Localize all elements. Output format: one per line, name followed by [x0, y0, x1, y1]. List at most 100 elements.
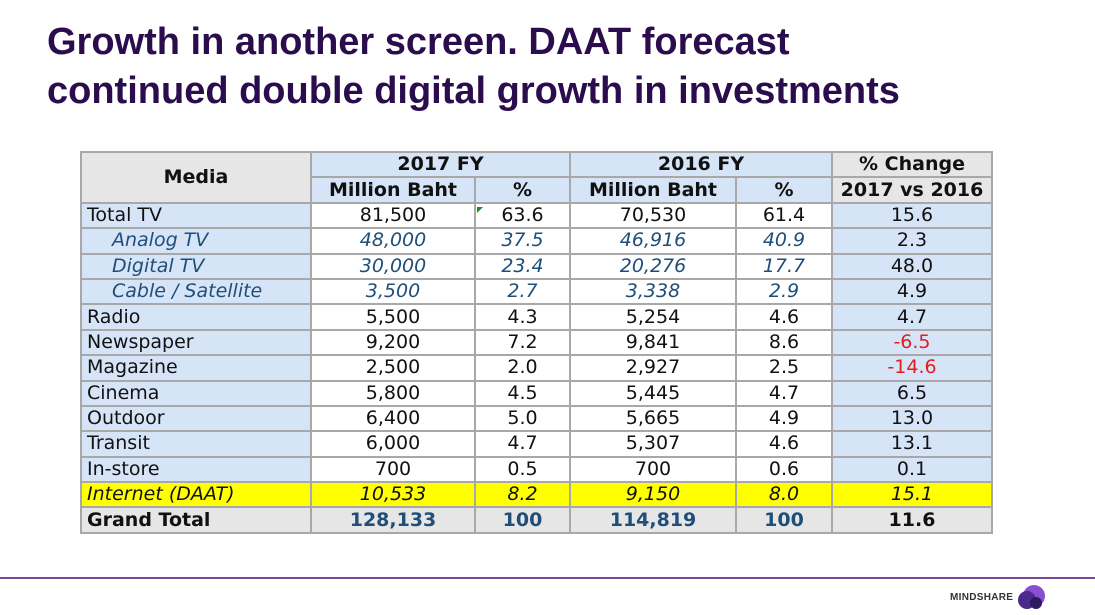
pct-2017: 4.3 [474, 303, 571, 331]
pct-2016: 8.0 [735, 481, 833, 509]
header-change-line-2: 2017 vs 2016 [831, 176, 993, 204]
media-name: Radio [80, 303, 312, 331]
value-2016: 700 [569, 455, 737, 484]
pct-2016: 61.4 [735, 201, 833, 230]
header-2016-million-baht: Million Baht [569, 176, 737, 204]
table-row: Total TV 81,500 63.6 70,530 61.4 15.6 [80, 201, 993, 230]
media-spend-table: Media 2017 FY 2016 FY % Change Million B… [80, 150, 993, 534]
pct-2017: 100 [474, 506, 571, 534]
pct-2016: 0.6 [735, 455, 833, 484]
pct-2016: 100 [735, 506, 833, 534]
pct-2017: 63.6 [474, 201, 571, 230]
header-change-line-1: % Change [831, 150, 993, 179]
value-2017: 10,533 [310, 481, 476, 509]
pct-change: -6.5 [831, 328, 993, 357]
pct-2017: 4.5 [474, 379, 571, 407]
media-name: Newspaper [80, 328, 312, 357]
pct-change: 2.3 [831, 227, 993, 255]
table-row: Radio 5,500 4.3 5,254 4.6 4.7 [80, 303, 993, 331]
pct-2016: 8.6 [735, 328, 833, 357]
pct-2017: 2.7 [474, 277, 571, 306]
table-row: Digital TV 30,000 23.4 20,276 17.7 48.0 [80, 252, 993, 280]
pct-2016: 4.9 [735, 404, 833, 433]
value-2017: 9,200 [310, 328, 476, 357]
value-2016: 2,927 [569, 354, 737, 382]
pct-change: 6.5 [831, 379, 993, 407]
pct-2016: 40.9 [735, 227, 833, 255]
media-name: Transit [80, 430, 312, 458]
value-2017: 30,000 [310, 252, 476, 280]
table-row-total: Grand Total 128,133 100 114,819 100 11.6 [80, 506, 993, 534]
table-row-highlighted: Internet (DAAT) 10,533 8.2 9,150 8.0 15.… [80, 481, 993, 509]
value-2016: 5,307 [569, 430, 737, 458]
table-row: Newspaper 9,200 7.2 9,841 8.6 -6.5 [80, 328, 993, 357]
footer-divider [0, 577, 1095, 579]
table-row: Analog TV 48,000 37.5 46,916 40.9 2.3 [80, 227, 993, 255]
value-2016: 9,841 [569, 328, 737, 357]
value-2016: 3,338 [569, 277, 737, 306]
table-row: Cinema 5,800 4.5 5,445 4.7 6.5 [80, 379, 993, 407]
pct-2016: 2.9 [735, 277, 833, 306]
pct-2017: 5.0 [474, 404, 571, 433]
pct-change: 13.1 [831, 430, 993, 458]
pct-change: 4.7 [831, 303, 993, 331]
media-name: Outdoor [80, 404, 312, 433]
value-2016: 5,445 [569, 379, 737, 407]
header-2017-million-baht: Million Baht [310, 176, 476, 204]
table-row: Magazine 2,500 2.0 2,927 2.5 -14.6 [80, 354, 993, 382]
brand-logo-text: MINDSHARE [950, 592, 1014, 603]
value-2016: 5,254 [569, 303, 737, 331]
pct-change: 11.6 [831, 506, 993, 534]
header-2017-pct: % [474, 176, 571, 204]
value-2016: 46,916 [569, 227, 737, 255]
media-name: Analog TV [80, 227, 312, 255]
header-media: Media [80, 151, 312, 204]
media-name: Digital TV [80, 252, 312, 280]
value-2017: 5,500 [310, 303, 476, 331]
pct-2016: 2.5 [735, 354, 833, 382]
pct-2017: 37.5 [474, 227, 571, 255]
media-name: Total TV [80, 201, 312, 230]
value-2016: 9,150 [569, 481, 737, 509]
value-2017: 81,500 [310, 201, 476, 230]
pct-2017: 8.2 [474, 481, 571, 509]
header-2017-fy: 2017 FY [310, 150, 571, 179]
media-name: Internet (DAAT) [80, 481, 312, 509]
pct-2016: 17.7 [735, 252, 833, 280]
header-2016-pct: % [735, 176, 833, 204]
pct-change: 15.1 [831, 481, 993, 509]
table-row: Cable / Satellite 3,500 2.7 3,338 2.9 4.… [80, 277, 993, 306]
media-name: Cinema [80, 379, 312, 407]
value-2017: 2,500 [310, 354, 476, 382]
pct-2017: 7.2 [474, 328, 571, 357]
slide-title: Growth in another screen. DAAT forecast … [47, 18, 1057, 116]
value-2016: 114,819 [569, 506, 737, 534]
pct-change: 4.9 [831, 277, 993, 306]
mindshare-logo-icon [1018, 585, 1045, 609]
pct-change: 15.6 [831, 201, 993, 230]
value-2017: 128,133 [310, 506, 476, 534]
media-name: Grand Total [80, 506, 312, 534]
pct-change: 48.0 [831, 252, 993, 280]
media-name: Cable / Satellite [80, 277, 312, 306]
title-line-2: continued double digital growth in inves… [47, 70, 900, 112]
pct-2017: 2.0 [474, 354, 571, 382]
table-row: In-store 700 0.5 700 0.6 0.1 [80, 455, 993, 484]
pct-2016: 4.6 [735, 303, 833, 331]
media-name: Magazine [80, 354, 312, 382]
pct-change: 13.0 [831, 404, 993, 433]
pct-2017: 4.7 [474, 430, 571, 458]
value-2016: 70,530 [569, 201, 737, 230]
value-2017: 700 [310, 455, 476, 484]
table-row: Outdoor 6,400 5.0 5,665 4.9 13.0 [80, 404, 993, 433]
value-2017: 3,500 [310, 277, 476, 306]
value-2017: 5,800 [310, 379, 476, 407]
pct-change: -14.6 [831, 354, 993, 382]
media-name: In-store [80, 455, 312, 484]
header-2016-fy: 2016 FY [569, 150, 833, 179]
pct-2017: 0.5 [474, 455, 571, 484]
value-2016: 20,276 [569, 252, 737, 280]
value-2017: 48,000 [310, 227, 476, 255]
cell-comment-marker-icon [477, 207, 483, 213]
value-2017: 6,000 [310, 430, 476, 458]
